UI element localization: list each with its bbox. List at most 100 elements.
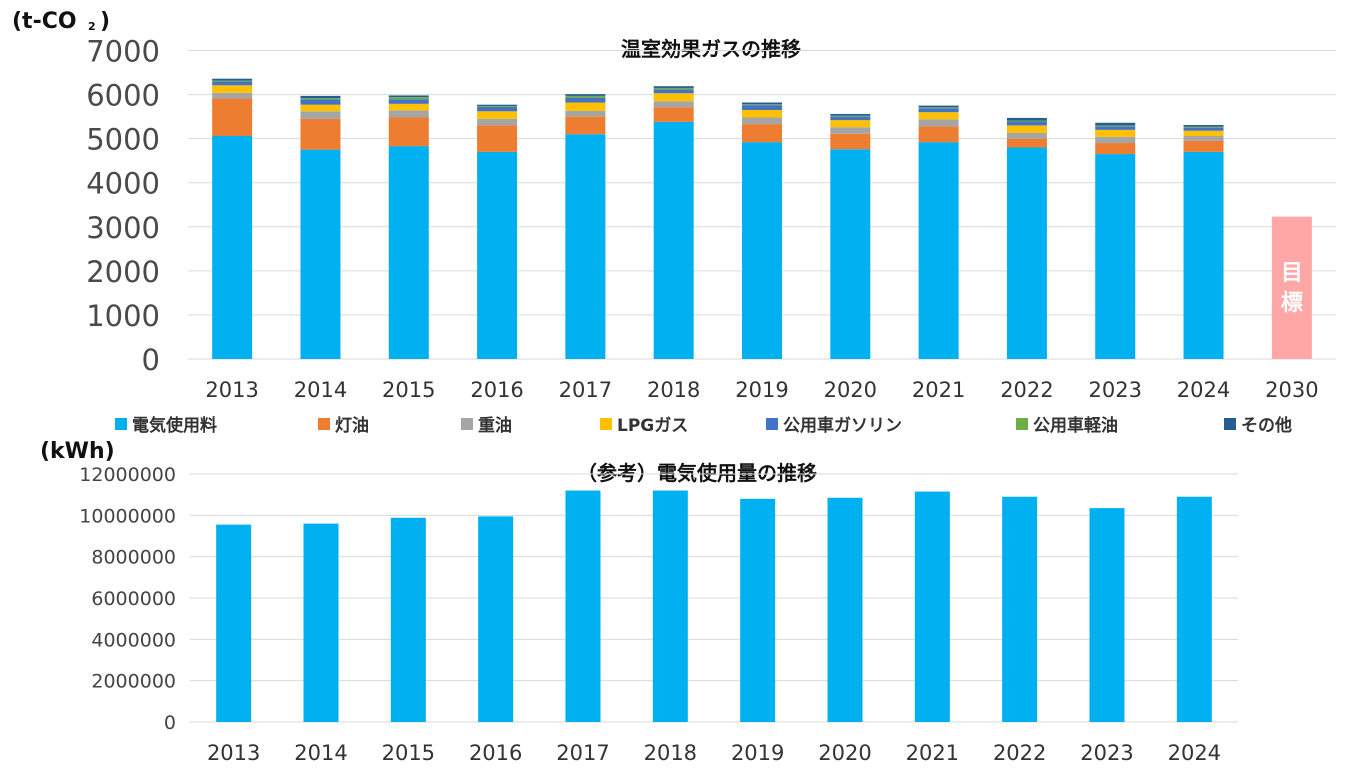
bottom-y-tick: 10000000	[79, 505, 176, 527]
top-x-tick: 2020	[824, 378, 877, 402]
top-bar-segment	[477, 111, 518, 119]
legend-swatch	[461, 418, 473, 430]
top-bar-segment	[830, 113, 871, 116]
top-y-tick: 6000	[86, 79, 160, 113]
top-x-tick: 2030	[1265, 378, 1318, 402]
top-bar-segment	[653, 107, 694, 122]
top-bar-segment	[1006, 121, 1047, 126]
top-bar-segment	[300, 111, 341, 119]
top-bar-segment	[918, 105, 959, 108]
top-bar-segment	[1183, 126, 1224, 128]
top-bar-segment	[477, 106, 518, 112]
top-bar-segment	[1095, 129, 1136, 137]
top-bar-segment	[477, 151, 518, 359]
legend-swatch	[1016, 418, 1028, 430]
top-bar-segment	[1006, 125, 1047, 133]
top-bar-segment	[565, 94, 606, 96]
top-bar-segment	[388, 103, 429, 111]
top-bar-segment	[212, 78, 253, 81]
bottom-x-tick-labels: 2013 2014 2015 2016 2017 2018 2019 2020 2021 2022…	[207, 741, 1221, 765]
top-bar-segment	[565, 116, 606, 135]
top-bar-segment	[212, 135, 253, 359]
top-bar-segment	[918, 107, 959, 109]
top-bar-segment	[477, 106, 518, 107]
top-unit-close: )	[100, 9, 110, 34]
top-bar-segment	[212, 85, 253, 93]
top-bar-segment	[1006, 117, 1047, 121]
top-y-tick: 7000	[86, 35, 160, 69]
top-x-tick: 2017	[559, 378, 612, 402]
top-bar-segment	[918, 142, 959, 359]
top-bar-segment	[1006, 147, 1047, 359]
top-bar-segment	[653, 86, 694, 88]
top-bar-segment	[1006, 138, 1047, 148]
bottom-y-tick: 4000000	[91, 629, 176, 651]
top-x-tick: 2018	[647, 378, 700, 402]
top-y-tick: 0	[142, 343, 160, 377]
legend-label: 公用車ガソリン	[783, 415, 902, 436]
bottom-bar	[216, 524, 252, 722]
top-x-tick-labels: 2013 2014 2015 2016 2017 2018 2019 2020 2021 2022…	[205, 378, 1318, 402]
legend-swatch	[600, 418, 612, 430]
top-bar-segment	[742, 109, 782, 118]
top-bar-segment	[742, 102, 782, 105]
top-y-tick: 1000	[86, 299, 160, 333]
top-x-tick: 2021	[912, 378, 965, 402]
bottom-y-tick-labels: 0 2000000 4000000 6000000 8000000 10000000 120…	[79, 464, 176, 734]
top-bar-segment	[653, 101, 694, 108]
top-bar-segment	[388, 110, 429, 118]
top-bar-segment	[300, 149, 341, 359]
top-bar-segment	[1006, 132, 1047, 139]
bottom-bar	[390, 517, 426, 722]
top-x-tick: 2019	[735, 378, 788, 402]
bottom-x-tick: 2024	[1168, 741, 1221, 765]
top-bar-segment	[300, 98, 341, 100]
bottom-x-tick: 2013	[207, 741, 260, 765]
top-bar-segment	[1183, 127, 1224, 131]
top-bar-segment	[918, 126, 959, 143]
legend-swatch	[1224, 418, 1236, 430]
top-bar-segment	[1095, 122, 1136, 126]
top-bar-segment	[1183, 140, 1224, 152]
bottom-y-tick: 2000000	[91, 671, 176, 693]
top-bar-segment	[1183, 135, 1224, 141]
top-x-tick: 2024	[1177, 378, 1230, 402]
top-bar-segment	[212, 80, 253, 82]
top-bar-segment	[830, 133, 871, 150]
bottom-bar	[1176, 496, 1212, 722]
bottom-bar	[1089, 508, 1125, 722]
bottom-bar	[565, 490, 601, 722]
bottom-x-tick: 2018	[644, 741, 697, 765]
top-bar-segment	[300, 95, 341, 99]
top-bar-segment	[477, 118, 518, 126]
top-bar-segment	[918, 112, 959, 120]
top-bar-segment	[388, 117, 429, 147]
bottom-x-tick: 2015	[382, 741, 435, 765]
bottom-x-tick: 2023	[1080, 741, 1133, 765]
top-bar-segment	[388, 146, 429, 359]
bottom-y-tick: 0	[164, 712, 176, 734]
top-bar-segment	[212, 92, 253, 99]
top-bar-segment	[300, 118, 341, 150]
top-bar-segment	[742, 142, 782, 359]
top-unit-text: (t-CO	[12, 9, 77, 34]
top-x-tick: 2015	[382, 378, 435, 402]
legend-label: 灯油	[335, 415, 369, 436]
legend-label: LPGガス	[617, 416, 688, 436]
top-bar-segment	[300, 99, 341, 105]
top-y-tick: 4000	[86, 167, 160, 201]
top-bars: 目標	[212, 78, 1312, 359]
top-bar-segment	[388, 95, 429, 98]
top-y-tick-labels: 0 1000 2000 3000 4000 5000 6000 7000	[86, 35, 160, 378]
top-bar-segment	[388, 97, 429, 100]
top-bar-segment	[212, 81, 253, 86]
bottom-x-tick: 2021	[906, 741, 959, 765]
top-bar-segment	[1183, 151, 1224, 359]
top-legend: 電気使用料 灯油 重油 LPGガス 公用車ガソリン 公用車軽油 その他	[115, 415, 1292, 436]
top-bar-segment	[565, 110, 606, 117]
top-x-tick: 2023	[1089, 378, 1142, 402]
target-bar	[1271, 216, 1312, 359]
target-label-2: 標	[1281, 291, 1303, 316]
top-bar-segment	[1183, 130, 1224, 136]
